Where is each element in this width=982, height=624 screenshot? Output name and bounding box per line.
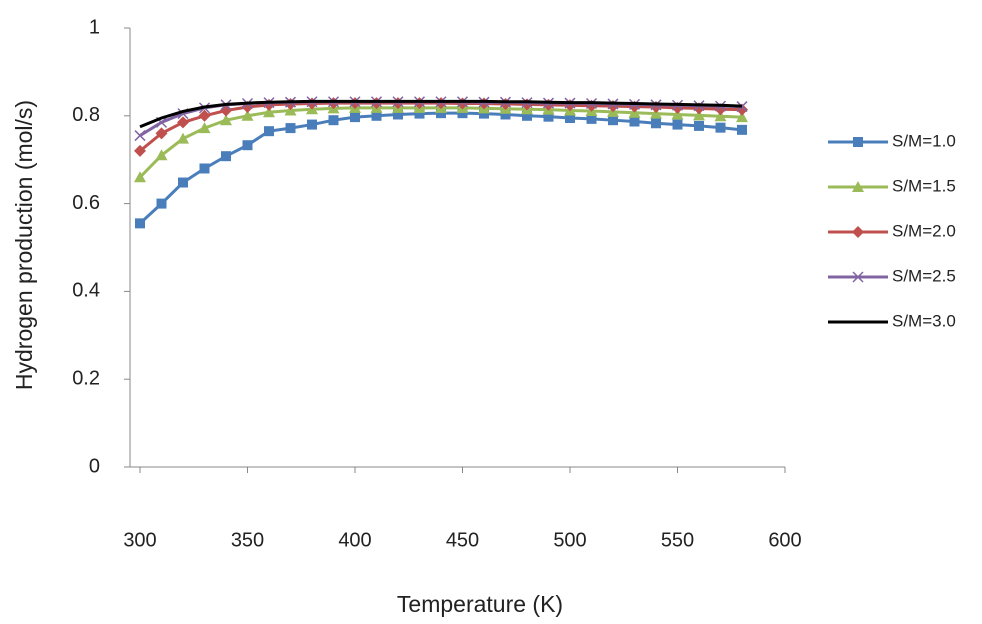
marker <box>650 107 662 119</box>
legend-label: S/M=2.0 <box>892 221 956 240</box>
legend-item: S/M=2.5 <box>828 266 956 285</box>
y-tick-label: 0.2 <box>72 367 100 389</box>
x-tick-label: 400 <box>338 529 371 551</box>
marker <box>134 171 146 183</box>
marker <box>393 109 403 120</box>
marker <box>285 123 296 134</box>
y-axis-title: Hydrogen production (mol/s) <box>11 100 37 390</box>
marker <box>221 151 231 162</box>
marker <box>264 126 274 137</box>
marker <box>199 163 210 174</box>
marker <box>565 112 575 123</box>
y-tick-label: 0.6 <box>72 192 100 214</box>
marker <box>672 119 683 130</box>
x-tick-label: 350 <box>231 529 264 551</box>
marker <box>737 124 747 135</box>
marker <box>156 198 167 209</box>
legend-item: S/M=1.0 <box>828 131 956 150</box>
marker <box>155 149 168 161</box>
marker <box>457 108 468 119</box>
marker <box>586 113 597 124</box>
marker <box>177 116 189 129</box>
marker <box>263 106 275 118</box>
legend-item: S/M=3.0 <box>828 311 956 330</box>
x-tick-label: 600 <box>768 529 801 551</box>
marker <box>479 108 489 119</box>
marker <box>328 115 339 126</box>
marker <box>736 101 748 113</box>
marker <box>500 109 511 120</box>
marker <box>134 144 146 157</box>
marker <box>736 111 748 123</box>
legend-label: S/M=2.5 <box>892 266 956 285</box>
marker <box>220 114 232 126</box>
marker <box>134 130 146 142</box>
marker <box>522 110 532 121</box>
series-line <box>139 99 743 129</box>
legend-item: S/M=1.5 <box>828 176 956 195</box>
y-tick-label: 0 <box>89 455 100 477</box>
legend-label: S/M=3.0 <box>892 311 956 330</box>
marker <box>178 177 188 188</box>
marker <box>608 115 618 126</box>
marker <box>284 97 297 110</box>
marker <box>414 108 425 119</box>
legend-label: S/M=1.5 <box>892 176 956 195</box>
marker <box>543 111 554 122</box>
marker <box>284 104 297 116</box>
y-tick-label: 0.8 <box>72 104 100 126</box>
x-axis-title: Temperature (K) <box>397 591 563 617</box>
x-tick-label: 500 <box>553 529 586 551</box>
marker <box>715 122 726 133</box>
marker <box>853 137 863 147</box>
marker <box>307 119 317 130</box>
legend-item: S/M=2.0 <box>828 221 956 240</box>
marker <box>852 271 864 283</box>
marker <box>198 109 211 122</box>
marker <box>241 109 254 121</box>
y-tick-label: 0.4 <box>72 280 100 302</box>
marker <box>694 120 704 131</box>
marker <box>350 112 360 123</box>
marker <box>198 122 211 134</box>
x-tick-label: 450 <box>446 529 479 551</box>
x-tick-label: 550 <box>661 529 694 551</box>
marker <box>155 127 168 140</box>
marker <box>852 226 864 238</box>
y-tick-label: 1 <box>89 16 100 38</box>
marker <box>629 116 640 127</box>
marker <box>671 108 684 120</box>
marker <box>693 109 705 121</box>
series-line <box>138 111 743 225</box>
marker <box>177 132 189 144</box>
marker <box>436 108 446 119</box>
marker <box>371 110 382 121</box>
marker <box>242 140 253 151</box>
marker <box>651 118 661 129</box>
marker <box>714 110 727 122</box>
legend-label: S/M=1.0 <box>892 131 956 150</box>
marker <box>852 181 864 192</box>
x-tick-label: 300 <box>123 529 156 551</box>
marker <box>135 218 145 229</box>
